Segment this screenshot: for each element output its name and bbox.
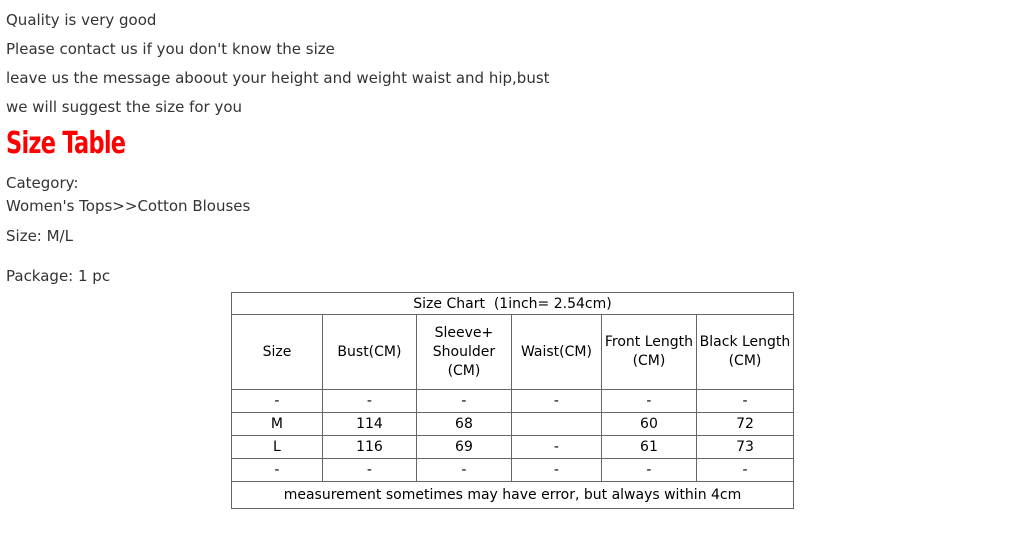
size-chart-footer-row: measurement sometimes may have error, bu… <box>230 481 795 509</box>
table-cell: - <box>230 458 323 482</box>
size-chart-header-row: Size Bust(CM) Sleeve+ Shoulder (CM) Wais… <box>230 314 795 390</box>
table-cell: - <box>510 435 602 459</box>
size-chart-title: Size Chart (1inch= 2.54cm) <box>230 292 795 315</box>
size-chart-title-row: Size Chart (1inch= 2.54cm) <box>230 292 795 315</box>
row-dash-top: - - - - - - <box>230 389 795 413</box>
intro-line-contact: Please contact us if you don't know the … <box>6 40 335 58</box>
intro-line-message: leave us the message aboout your height … <box>6 69 550 87</box>
table-cell: - <box>600 458 697 482</box>
table-cell: 61 <box>600 435 697 459</box>
table-cell: - <box>695 458 795 482</box>
intro-line-quality: Quality is very good <box>6 11 157 29</box>
size-chart-table: Size Chart (1inch= 2.54cm) Size Bust(CM)… <box>230 292 795 509</box>
col-header-black-length: Black Length (CM) <box>695 314 795 390</box>
table-cell: - <box>695 389 795 413</box>
size-table-heading-text: Size Table <box>6 126 126 161</box>
row-dash-bottom: - - - - - - <box>230 458 795 482</box>
table-cell: 60 <box>600 412 697 436</box>
col-header-waist: Waist(CM) <box>510 314 602 390</box>
table-cell: - <box>600 389 697 413</box>
col-header-sleeve-shoulder: Sleeve+ Shoulder (CM) <box>415 314 512 390</box>
intro-line-suggest: we will suggest the size for you <box>6 98 243 116</box>
col-header-bust: Bust(CM) <box>321 314 417 390</box>
measurement-note: measurement sometimes may have error, bu… <box>230 481 795 509</box>
table-cell: M <box>230 412 323 436</box>
row-size-m: M 114 68 60 72 <box>230 412 795 436</box>
category-block: Category: Women's Tops>>Cotton Blouses <box>0 172 1025 218</box>
table-cell: 116 <box>321 435 417 459</box>
category-label: Category: <box>6 174 79 192</box>
table-cell: 68 <box>415 412 512 436</box>
size-table-heading: Size Table <box>0 127 1025 160</box>
table-cell: 69 <box>415 435 512 459</box>
product-description: Quality is very good Please contact us i… <box>0 11 1025 509</box>
col-header-size: Size <box>230 314 323 390</box>
category-value: Women's Tops>>Cotton Blouses <box>6 197 251 215</box>
table-cell: 72 <box>695 412 795 436</box>
package-line: Package: 1 pc <box>6 267 111 285</box>
table-cell: - <box>510 458 602 482</box>
table-cell: - <box>230 389 323 413</box>
size-line: Size: M/L <box>6 227 73 245</box>
table-cell: - <box>321 389 417 413</box>
row-size-l: L 116 69 - 61 73 <box>230 435 795 459</box>
table-cell: - <box>510 389 602 413</box>
table-cell: 73 <box>695 435 795 459</box>
table-cell <box>510 412 602 436</box>
table-cell: L <box>230 435 323 459</box>
table-cell: 114 <box>321 412 417 436</box>
table-cell: - <box>415 389 512 413</box>
col-header-front-length: Front Length (CM) <box>600 314 697 390</box>
table-cell: - <box>321 458 417 482</box>
table-cell: - <box>415 458 512 482</box>
